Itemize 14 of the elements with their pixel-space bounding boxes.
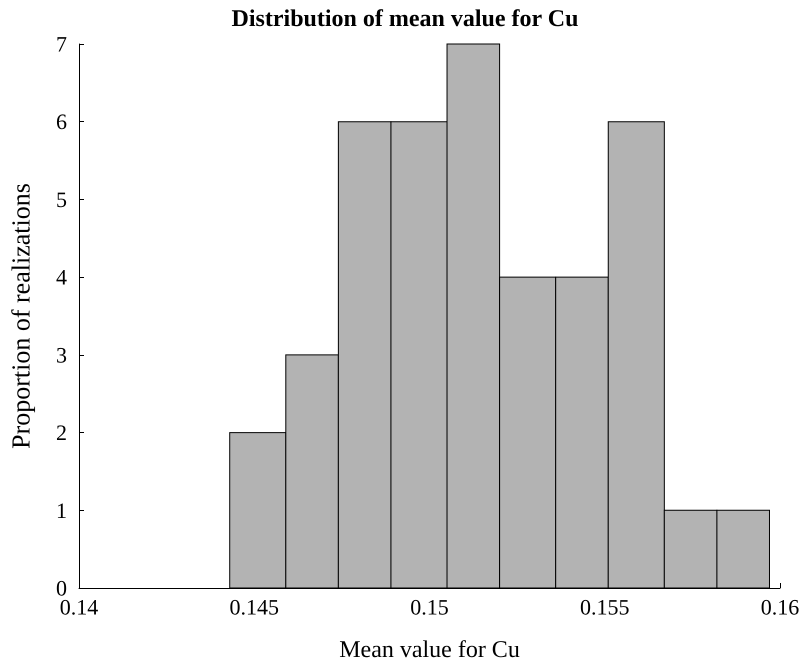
- x-axis-title: Mean value for Cu: [339, 637, 520, 663]
- x-tick-label: 0.145: [230, 594, 279, 620]
- y-axis-title: Proportion of realizations: [6, 183, 36, 449]
- y-tick-label: 6: [56, 109, 67, 134]
- x-tick-label: 0.15: [410, 594, 449, 620]
- y-tick-label: 3: [56, 342, 67, 368]
- x-tick-label: 0.16: [760, 594, 800, 620]
- chart-title: Distribution of mean value for Cu: [232, 6, 578, 32]
- x-tick-label: 0.155: [580, 594, 630, 620]
- y-tick-label: 1: [56, 498, 67, 523]
- y-tick-label: 2: [56, 420, 67, 446]
- y-tick-label: 7: [56, 32, 67, 56]
- y-tick-label: 5: [56, 186, 67, 212]
- y-tick-label: 4: [56, 264, 67, 290]
